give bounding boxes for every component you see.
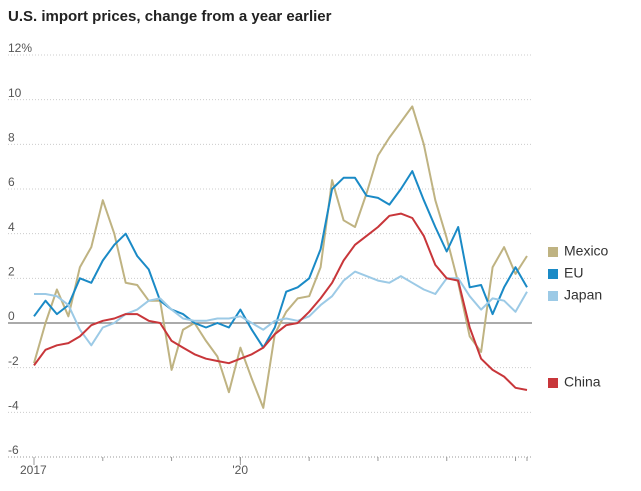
y-tick-label: -2 xyxy=(8,354,19,368)
legend-swatch xyxy=(548,269,558,279)
legend-label: China xyxy=(564,374,601,390)
y-tick-label: 0 xyxy=(8,309,15,323)
chart-title: U.S. import prices, change from a year e… xyxy=(8,8,332,25)
legend-label: Japan xyxy=(564,287,602,303)
x-tick-label: '20 xyxy=(232,463,248,477)
y-tick-label: -4 xyxy=(8,399,19,413)
y-tick-label: 12% xyxy=(8,41,32,55)
y-tick-label: 8 xyxy=(8,131,15,145)
legend-swatch xyxy=(548,247,558,257)
series-line xyxy=(34,270,528,347)
series-line xyxy=(33,170,528,349)
legend-swatch xyxy=(548,378,558,388)
y-tick-label: -6 xyxy=(8,443,19,457)
x-tick-label: 2017 xyxy=(20,463,47,477)
y-tick-label: 2 xyxy=(8,265,15,279)
y-tick-label: 4 xyxy=(8,220,15,234)
legend-label: Mexico xyxy=(564,243,609,259)
series-line xyxy=(33,212,528,391)
y-tick-label: 6 xyxy=(8,175,15,189)
legend-swatch xyxy=(548,291,558,301)
series-line xyxy=(33,105,528,409)
legend-label: EU xyxy=(564,265,583,281)
y-tick-label: 10 xyxy=(8,86,22,100)
